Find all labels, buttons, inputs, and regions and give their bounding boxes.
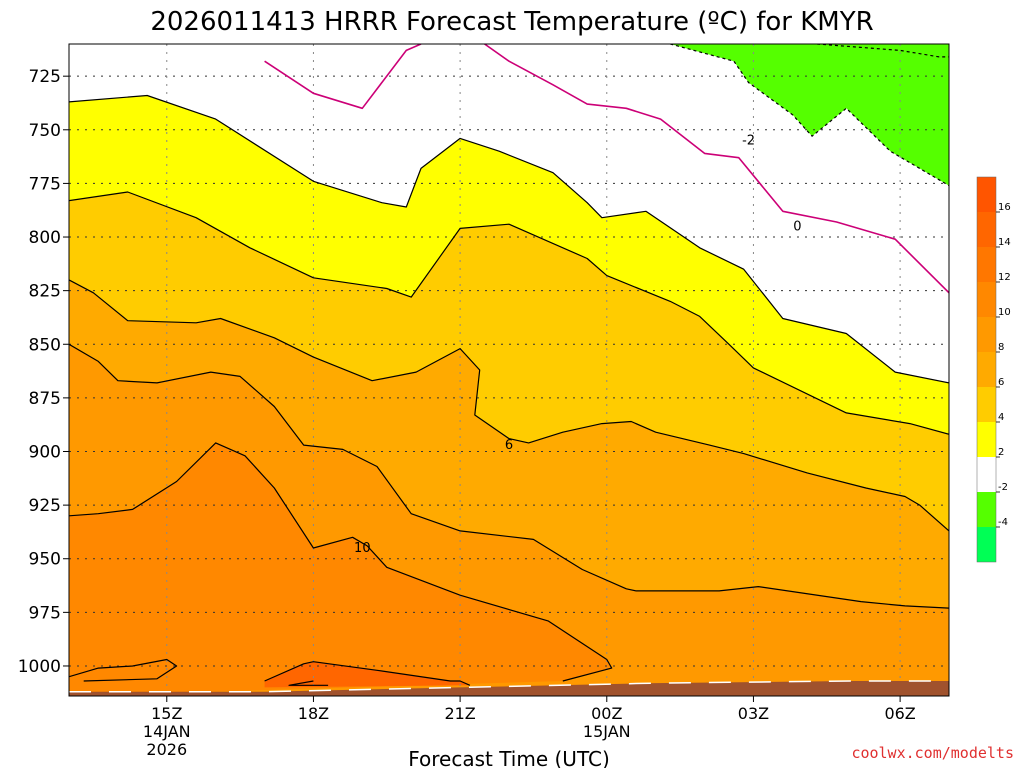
y-tick-label: 800 (29, 228, 61, 248)
contour-line--2 (670, 44, 949, 187)
x-tick-label: 15Z (151, 704, 182, 723)
credit-text: coolwx.com/modelts (851, 744, 1014, 762)
colorbar-swatch (977, 457, 996, 492)
contour-line--2 (816, 44, 949, 58)
colorbar-swatch (977, 387, 996, 422)
contour-line-8 (69, 343, 949, 609)
colorbar-frame (976, 176, 997, 563)
x-tick-label: 03Z (738, 704, 769, 723)
contour-line-12 (69, 658, 178, 682)
colorbar-swatch (977, 352, 996, 387)
y-tick-label: 850 (29, 335, 61, 355)
contour-label: 10 (354, 541, 371, 556)
contour-line-12 (264, 661, 471, 686)
x-tick-label: 18Z (298, 704, 329, 723)
temp-band-12-14 (264, 661, 470, 688)
x-tick-date: 15JAN (583, 722, 631, 741)
contour-label: 0 (793, 219, 801, 234)
surface-edge (69, 680, 949, 693)
y-tick-label: 825 (29, 282, 61, 302)
y-tick-label: 925 (29, 496, 61, 516)
chart-title: 2026011413 HRRR Forecast Temperature (ºC… (150, 7, 873, 37)
colorbar-label: -2 (998, 482, 1008, 493)
colorbar-swatch (977, 212, 996, 247)
x-axis-label: Forecast Time (UTC) (408, 747, 610, 768)
plot-area: -2 0 6 10 (69, 44, 949, 696)
colorbar-swatch (977, 282, 996, 317)
colorbar-label: 4 (998, 412, 1004, 423)
contour-line-0 (264, 44, 422, 110)
y-tick-label: 950 (29, 550, 61, 570)
contour-line-2 (69, 94, 949, 384)
temp-band--2 (670, 44, 949, 186)
contour-label: -2 (742, 134, 755, 149)
y-tick-label: 900 (29, 443, 61, 463)
y-tick-label: 775 (29, 174, 61, 194)
y-tick-label: 875 (29, 389, 61, 409)
colorbar-swatch (977, 492, 996, 527)
y-tick-label: 725 (29, 67, 61, 87)
colorbar-label: 12 (998, 272, 1011, 283)
y-tick-label: 750 (29, 121, 61, 141)
colorbar-swatch (977, 422, 996, 457)
colorbar-swatch (977, 247, 996, 282)
colorbar-label: -4 (998, 517, 1008, 528)
colorbar-swatch (977, 527, 996, 562)
colorbar-swatch (977, 317, 996, 352)
contour-label: 6 (505, 438, 513, 453)
contour-line-14 (288, 680, 329, 686)
ground-surface (69, 681, 949, 696)
y-tick-label: 1000 (18, 657, 61, 677)
contour-line-6 (69, 279, 949, 532)
temp-band-10-12 (69, 442, 612, 696)
x-tick-label: 06Z (884, 704, 915, 723)
colorbar-label: 6 (998, 377, 1004, 388)
y-tick-label: 975 (29, 603, 61, 623)
colorbar-swatch (977, 177, 996, 212)
contour-line-0 (484, 44, 949, 294)
colorbar-label: 16 (998, 202, 1011, 213)
x-tick-label: 00Z (591, 704, 622, 723)
plot-frame (68, 43, 950, 697)
colorbar-label: 2 (998, 447, 1004, 458)
x-tick-year: 2026 (146, 740, 187, 759)
colorbar-label: 8 (998, 342, 1004, 353)
x-tick-date: 14JAN (143, 722, 191, 741)
colorbar-label: 14 (998, 237, 1011, 248)
contour-line-10 (69, 442, 613, 682)
contour-line-4 (69, 191, 949, 435)
x-tick-label: 21Z (444, 704, 475, 723)
colorbar-label: 10 (998, 307, 1011, 318)
